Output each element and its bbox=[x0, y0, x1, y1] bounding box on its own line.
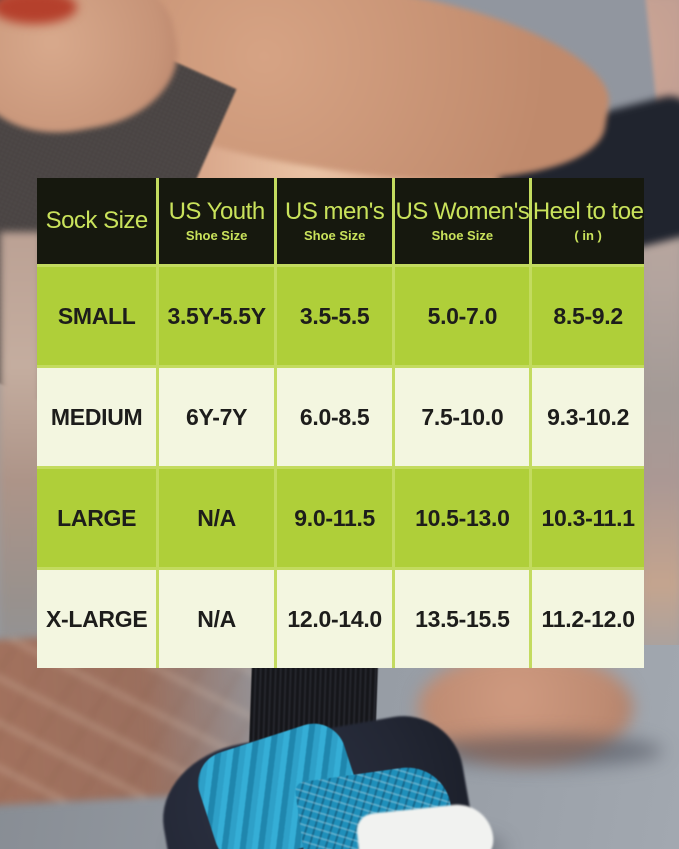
cell-value: 5.0-7.0 bbox=[427, 302, 498, 329]
header-label: Heel to toe bbox=[532, 197, 644, 225]
header-sublabel: Shoe Size bbox=[303, 228, 366, 244]
table-cell-men: 9.0-11.5 bbox=[276, 469, 393, 567]
table-cell-women: 10.5-13.0 bbox=[395, 469, 530, 567]
table-cell-women: 7.5-10.0 bbox=[395, 368, 530, 466]
table-cell-women: 5.0-7.0 bbox=[395, 267, 530, 365]
cell-value: 6Y-7Y bbox=[186, 403, 248, 430]
header-label: US Youth bbox=[168, 197, 266, 225]
cell-value: 9.0-11.5 bbox=[294, 504, 376, 531]
table-cell-size: X-LARGE bbox=[37, 570, 157, 668]
cell-value: 9.3-10.2 bbox=[547, 403, 630, 430]
header-sublabel: Shoe Size bbox=[185, 228, 248, 244]
size-chart-table: Sock Size US Youth Shoe Size US men's Sh… bbox=[37, 178, 644, 668]
header-sublabel: ( in ) bbox=[574, 228, 602, 244]
header-cell-us-mens: US men's Shoe Size bbox=[276, 178, 393, 264]
cell-value: LARGE bbox=[57, 504, 137, 531]
table-cell-youth: 3.5Y-5.5Y bbox=[159, 267, 274, 365]
table-cell-youth: N/A bbox=[159, 570, 274, 668]
table-cell-size: SMALL bbox=[37, 267, 157, 365]
cell-value: 6.0-8.5 bbox=[299, 403, 370, 430]
header-label: US Women's bbox=[395, 197, 530, 225]
header-cell-heel-to-toe: Heel to toe ( in ) bbox=[532, 178, 644, 264]
table-cell-heel: 8.5-9.2 bbox=[532, 267, 644, 365]
cell-value: X-LARGE bbox=[45, 605, 148, 632]
header-cell-us-youth: US Youth Shoe Size bbox=[159, 178, 274, 264]
cell-value: MEDIUM bbox=[50, 403, 143, 430]
cell-value: 11.2-12.0 bbox=[541, 605, 636, 632]
cell-value: 10.5-13.0 bbox=[415, 504, 510, 531]
header-sublabel: Shoe Size bbox=[431, 228, 494, 244]
table-cell-heel: 10.3-11.1 bbox=[532, 469, 644, 567]
cell-value: 8.5-9.2 bbox=[553, 302, 623, 329]
cell-value: N/A bbox=[197, 605, 236, 632]
table-cell-youth: N/A bbox=[159, 469, 274, 567]
background-left-strip bbox=[0, 232, 42, 682]
table-cell-size: LARGE bbox=[37, 469, 157, 567]
table-cell-men: 12.0-14.0 bbox=[276, 570, 393, 668]
cell-value: N/A bbox=[197, 504, 236, 531]
header-label: Sock Size bbox=[45, 206, 149, 234]
header-cell-sock-size: Sock Size bbox=[37, 178, 157, 264]
table-cell-men: 3.5-5.5 bbox=[276, 267, 393, 365]
cell-value: 7.5-10.0 bbox=[421, 403, 504, 430]
header-label: US men's bbox=[285, 197, 385, 225]
cell-value: 3.5-5.5 bbox=[299, 302, 370, 329]
table-cell-men: 6.0-8.5 bbox=[276, 368, 393, 466]
table-cell-size: MEDIUM bbox=[37, 368, 157, 466]
cell-value: 12.0-14.0 bbox=[287, 605, 382, 632]
cell-value: SMALL bbox=[57, 302, 136, 329]
cell-value: 13.5-15.5 bbox=[415, 605, 510, 632]
cell-value: 3.5Y-5.5Y bbox=[167, 302, 266, 329]
table-cell-heel: 9.3-10.2 bbox=[532, 368, 644, 466]
table-cell-youth: 6Y-7Y bbox=[159, 368, 274, 466]
table-cell-women: 13.5-15.5 bbox=[395, 570, 530, 668]
cell-value: 10.3-11.1 bbox=[541, 504, 636, 531]
background-knee-shadow bbox=[428, 735, 663, 767]
header-cell-us-womens: US Women's Shoe Size bbox=[395, 178, 530, 264]
table-cell-heel: 11.2-12.0 bbox=[532, 570, 644, 668]
